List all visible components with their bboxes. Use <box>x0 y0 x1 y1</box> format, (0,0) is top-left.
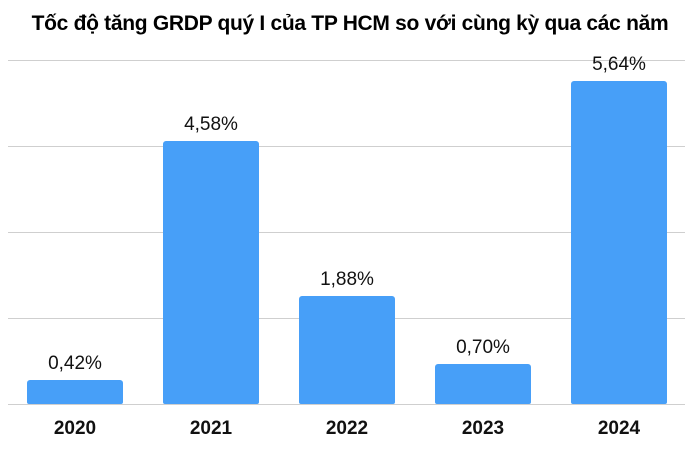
value-label: 0,70% <box>456 336 510 358</box>
gridline <box>8 60 685 61</box>
chart-title: Tốc độ tăng GRDP quý I của TP HCM so với… <box>31 12 669 35</box>
bar-2024 <box>571 80 667 404</box>
x-tick-label: 2021 <box>189 418 233 439</box>
x-tick-label: 2024 <box>597 418 641 439</box>
x-tick-label: 2020 <box>53 418 97 439</box>
gridline <box>8 404 685 405</box>
gridline <box>8 146 685 147</box>
bar-2020 <box>27 379 123 404</box>
bar-2023 <box>435 363 531 404</box>
x-tick-label: 2023 <box>461 418 505 439</box>
value-label: 0,42% <box>48 352 102 374</box>
value-label: 4,58% <box>184 114 238 136</box>
bar-2022 <box>299 296 395 404</box>
x-tick-label: 2022 <box>325 418 369 439</box>
value-label: 5,64% <box>592 53 646 75</box>
value-label: 1,88% <box>320 269 374 291</box>
gridline <box>8 232 685 233</box>
bar-2021 <box>163 141 259 404</box>
